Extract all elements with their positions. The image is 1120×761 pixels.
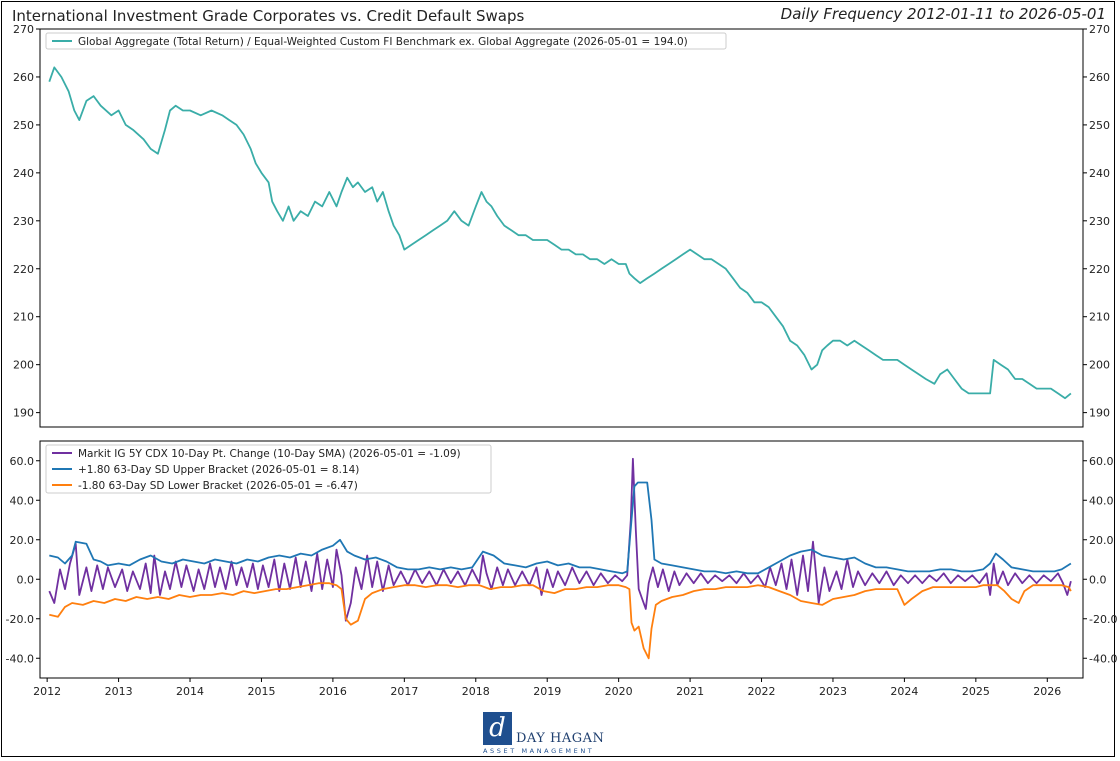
y-tick-label-left: 210: [13, 311, 34, 324]
x-tick-label: 2013: [105, 685, 133, 698]
date-range-label: Daily Frequency 2012-01-11 to 2026-05-01: [780, 5, 1106, 23]
x-tick-label: 2019: [533, 685, 561, 698]
x-tick-label: 2020: [605, 685, 633, 698]
y-tick-label-left: -40.0: [6, 652, 34, 665]
x-tick-label: 2017: [390, 685, 418, 698]
plot-area: [39, 28, 1084, 428]
company-logo: d DAY HAGAN ASSET MANAGEMENT: [481, 711, 613, 757]
x-tick-label: 2022: [748, 685, 776, 698]
y-tick-label-right: 0.0: [1089, 573, 1107, 586]
y-tick-label-left: 40.0: [10, 494, 35, 507]
legend-box: [45, 444, 492, 494]
y-tick-label-right: 260: [1089, 71, 1110, 84]
x-tick-label: 2023: [819, 685, 847, 698]
legend-label: Global Aggregate (Total Return) / Equal-…: [78, 36, 688, 48]
chart-title: International Investment Grade Corporate…: [12, 7, 525, 25]
x-tick-label: 2025: [962, 685, 990, 698]
x-tick-label: 2014: [176, 685, 204, 698]
legend-label: Markit IG 5Y CDX 10-Day Pt. Change (10-D…: [78, 448, 461, 460]
y-tick-label-right: -40.0: [1089, 652, 1117, 665]
y-tick-label-left: 260: [13, 71, 34, 84]
bottom-panel: -40.0 -40.0 -20.0 -20.0 0.0 0.0 20.0 20.0 40.0 40…: [6, 440, 1117, 698]
series-line: [49, 582, 1072, 660]
series-line: [48, 66, 1072, 400]
x-tick-label: 2024: [890, 685, 918, 698]
legend-box: [45, 32, 727, 50]
y-tick-label-right: 60.0: [1089, 455, 1114, 468]
y-tick-label-left: 0.0: [17, 573, 35, 586]
x-tick-label: 2021: [676, 685, 704, 698]
x-tick-label: 2018: [462, 685, 490, 698]
x-tick-label: 2015: [247, 685, 275, 698]
y-tick-label-left: 190: [13, 407, 34, 420]
y-tick-label-right: 220: [1089, 263, 1110, 276]
y-tick-label-left: 240: [13, 167, 34, 180]
x-tick-label: 2016: [319, 685, 347, 698]
y-tick-label-left: 230: [13, 215, 34, 228]
logo-mark-icon: d: [483, 712, 512, 745]
x-tick-label: 2012: [33, 685, 61, 698]
y-tick-label-right: 200: [1089, 359, 1110, 372]
y-tick-label-right: 270: [1089, 23, 1110, 36]
y-tick-label-left: 270: [13, 23, 34, 36]
y-tick-label-right: 250: [1089, 119, 1110, 132]
top-panel: 190 190 200 200 210 210 220 220 230 230 240 240 250 2…: [13, 23, 1110, 428]
y-tick-label-right: -20.0: [1089, 613, 1117, 626]
y-tick-label-left: 220: [13, 263, 34, 276]
y-tick-label-left: -20.0: [6, 613, 34, 626]
logo-name: DAY HAGAN: [516, 731, 605, 746]
legend-label: +1.80 63-Day SD Upper Bracket (2026-05-0…: [78, 464, 359, 476]
y-tick-label-right: 190: [1089, 407, 1110, 420]
y-tick-label-left: 60.0: [10, 455, 35, 468]
x-tick-label: 2026: [1033, 685, 1061, 698]
series-line: [48, 457, 1072, 622]
y-tick-label-right: 210: [1089, 311, 1110, 324]
legend-label: -1.80 63-Day SD Lower Bracket (2026-05-0…: [78, 480, 358, 492]
y-tick-label-left: 200: [13, 359, 34, 372]
y-tick-label-right: 230: [1089, 215, 1110, 228]
y-tick-label-left: 250: [13, 119, 34, 132]
y-tick-label-right: 240: [1089, 167, 1110, 180]
y-tick-label-right: 40.0: [1089, 494, 1114, 507]
y-tick-label-left: 20.0: [10, 534, 35, 547]
y-tick-label-right: 20.0: [1089, 534, 1114, 547]
series-line: [49, 481, 1072, 575]
plot-area: [39, 440, 1084, 679]
logo-subtitle: ASSET MANAGEMENT: [483, 747, 595, 755]
